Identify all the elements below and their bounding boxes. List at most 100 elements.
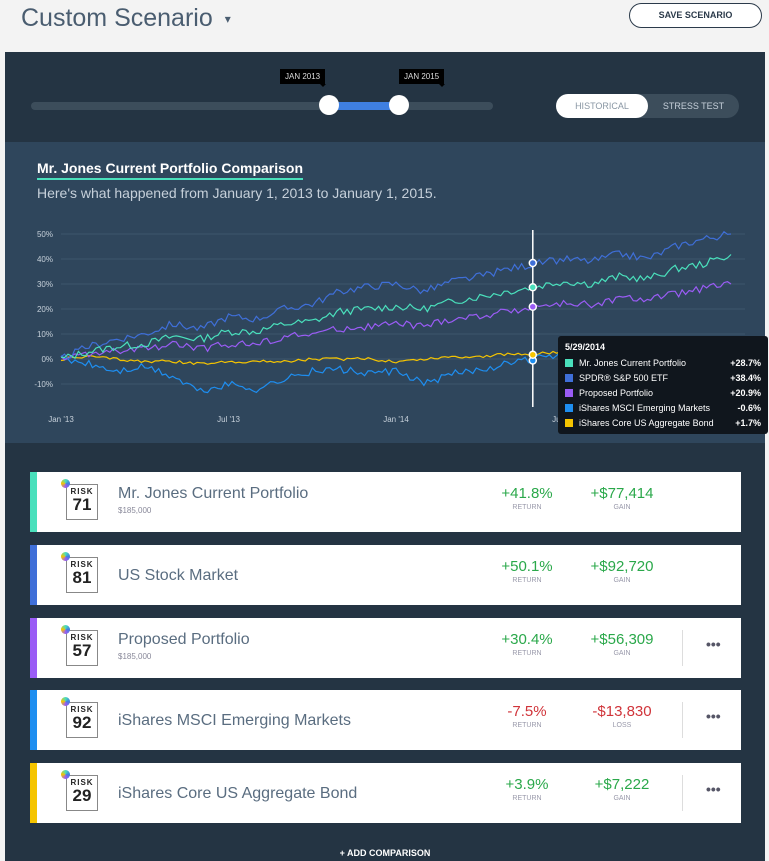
- series-line: [60, 281, 732, 361]
- gain-value: -$13,830: [592, 703, 652, 720]
- risk-label: RISK: [70, 778, 94, 787]
- chart-section: Mr. Jones Current Portfolio Comparison H…: [5, 142, 768, 443]
- crosshair-marker: [528, 283, 538, 292]
- legend-swatch: [565, 388, 573, 397]
- color-indicator: [30, 690, 37, 750]
- card-name: US Stock Market: [118, 567, 239, 584]
- tooltip-date: 5/29/2014: [565, 342, 606, 352]
- card-amount: $185,000: [118, 652, 152, 661]
- legend-swatch: [565, 358, 573, 367]
- tooltip-row: Mr. Jones Current Portfolio +28.7%: [565, 355, 761, 370]
- chevron-down-icon[interactable]: ▾: [224, 12, 231, 27]
- y-tick-label: 20%: [37, 305, 53, 314]
- tooltip-value: +38.4%: [730, 372, 761, 383]
- tooltip-row: iShares Core US Aggregate Bond +1.7%: [565, 415, 761, 430]
- return-value: +30.4%: [501, 631, 553, 648]
- risk-label: RISK: [70, 705, 94, 714]
- series-line: [60, 254, 732, 359]
- risk-logo-icon: [61, 479, 70, 488]
- page-title[interactable]: Custom Scenario ▾: [21, 4, 231, 33]
- return-stat: +3.9% RETURN: [487, 776, 567, 802]
- card-name: Mr. Jones Current Portfolio: [118, 485, 309, 502]
- tooltip-value: -0.6%: [737, 402, 761, 413]
- risk-logo-icon: [61, 625, 70, 634]
- chart-title: Mr. Jones Current Portfolio Comparison: [37, 160, 304, 180]
- y-tick-label: -10%: [34, 380, 53, 389]
- card-name: Proposed Portfolio: [118, 631, 250, 648]
- crosshair-marker: [528, 350, 538, 359]
- risk-badge: RISK 71: [61, 479, 98, 520]
- risk-label: RISK: [70, 487, 94, 496]
- title-text: Custom Scenario: [21, 4, 213, 32]
- return-stat: -7.5% RETURN: [487, 703, 567, 729]
- performance-chart[interactable]: 50% 40% 30% 20% 10% 0% -10% Jan '13 Jul '13 Jan '…: [5, 142, 765, 443]
- color-indicator: [30, 545, 37, 605]
- return-value: -7.5%: [507, 703, 547, 720]
- return-stat: +50.1% RETURN: [487, 558, 567, 584]
- save-scenario-button[interactable]: SAVE SCENARIO: [629, 3, 762, 28]
- y-tick-label: 50%: [37, 230, 53, 239]
- gain-stat: +$92,720 GAIN: [582, 558, 662, 584]
- x-tick-label: Jan '14: [383, 415, 409, 424]
- comparison-card[interactable]: RISK 92 iShares MSCI Emerging Markets -7.…: [30, 690, 741, 750]
- tab-stress-test[interactable]: STRESS TEST: [662, 101, 725, 111]
- more-options-icon[interactable]: •••: [706, 781, 721, 797]
- y-tick-label: 30%: [37, 280, 53, 289]
- end-date-handle[interactable]: [389, 95, 409, 115]
- risk-badge: RISK 29: [61, 770, 98, 811]
- gain-label: GAIN: [613, 577, 631, 584]
- tooltip-row: SPDR® S&P 500 ETF +38.4%: [565, 370, 761, 385]
- divider: [682, 775, 683, 811]
- tab-historical[interactable]: HISTORICAL: [556, 94, 648, 118]
- tooltip-series-name: Proposed Portfolio: [579, 387, 654, 398]
- return-label: RETURN: [512, 504, 542, 511]
- tooltip-row: iShares MSCI Emerging Markets -0.6%: [565, 400, 761, 415]
- card-name: iShares Core US Aggregate Bond: [118, 785, 358, 802]
- chart-tooltip: 5/29/2014 Mr. Jones Current Portfolio +28…: [558, 336, 768, 434]
- comparison-card[interactable]: RISK 71 Mr. Jones Current Portfolio $185,…: [30, 472, 741, 532]
- crosshair-marker: [528, 302, 538, 311]
- gain-value: +$92,720: [590, 558, 654, 575]
- risk-score: 29: [72, 786, 92, 805]
- x-tick-label: Jul '13: [217, 415, 240, 424]
- end-date-tooltip: JAN 2015: [399, 69, 446, 87]
- comparison-card[interactable]: RISK 81 US Stock Market +50.1% RETURN +$92…: [30, 545, 741, 605]
- mode-toggle: HISTORICAL STRESS TEST: [556, 94, 739, 118]
- return-stat: +41.8% RETURN: [487, 485, 567, 511]
- risk-logo-icon: [61, 770, 70, 779]
- start-date-handle[interactable]: [319, 95, 339, 115]
- tooltip-value: +28.7%: [730, 357, 761, 368]
- more-options-icon[interactable]: •••: [706, 708, 721, 724]
- tooltip-value: +1.7%: [735, 417, 761, 428]
- gain-label: GAIN: [613, 504, 631, 511]
- risk-label: RISK: [70, 633, 94, 642]
- legend-swatch: [565, 373, 573, 382]
- color-indicator: [30, 472, 37, 532]
- add-comparison-button[interactable]: + ADD COMPARISON: [339, 848, 431, 858]
- gain-stat: +$56,309 GAIN: [582, 631, 662, 657]
- risk-logo-icon: [61, 697, 70, 706]
- date-range-track[interactable]: [31, 102, 493, 110]
- gain-value: +$77,414: [590, 485, 654, 502]
- gain-label: GAIN: [613, 795, 631, 802]
- risk-badge: RISK 81: [61, 552, 98, 593]
- return-stat: +30.4% RETURN: [487, 631, 567, 657]
- return-value: +41.8%: [501, 485, 553, 502]
- card-name: iShares MSCI Emerging Markets: [118, 712, 351, 729]
- gain-value: +$7,222: [594, 776, 650, 793]
- scenario-panel: JAN 2013 JAN 2015 HISTORICAL STRESS TEST…: [5, 52, 768, 861]
- y-tick-label: 10%: [37, 330, 53, 339]
- gain-stat: -$13,830 LOSS: [582, 703, 662, 729]
- risk-score: 92: [72, 713, 92, 732]
- more-options-icon[interactable]: •••: [706, 636, 721, 652]
- return-label: RETURN: [512, 650, 542, 657]
- tooltip-series-name: iShares Core US Aggregate Bond: [579, 417, 714, 428]
- risk-badge: RISK 57: [61, 625, 98, 666]
- risk-score: 71: [72, 495, 92, 514]
- comparison-card[interactable]: RISK 57 Proposed Portfolio $185,000 +30.4…: [30, 618, 741, 678]
- gain-stat: +$77,414 GAIN: [582, 485, 662, 511]
- risk-label: RISK: [70, 560, 94, 569]
- risk-score: 57: [72, 641, 92, 660]
- risk-logo-icon: [61, 552, 70, 561]
- comparison-card[interactable]: RISK 29 iShares Core US Aggregate Bond +3…: [30, 763, 741, 823]
